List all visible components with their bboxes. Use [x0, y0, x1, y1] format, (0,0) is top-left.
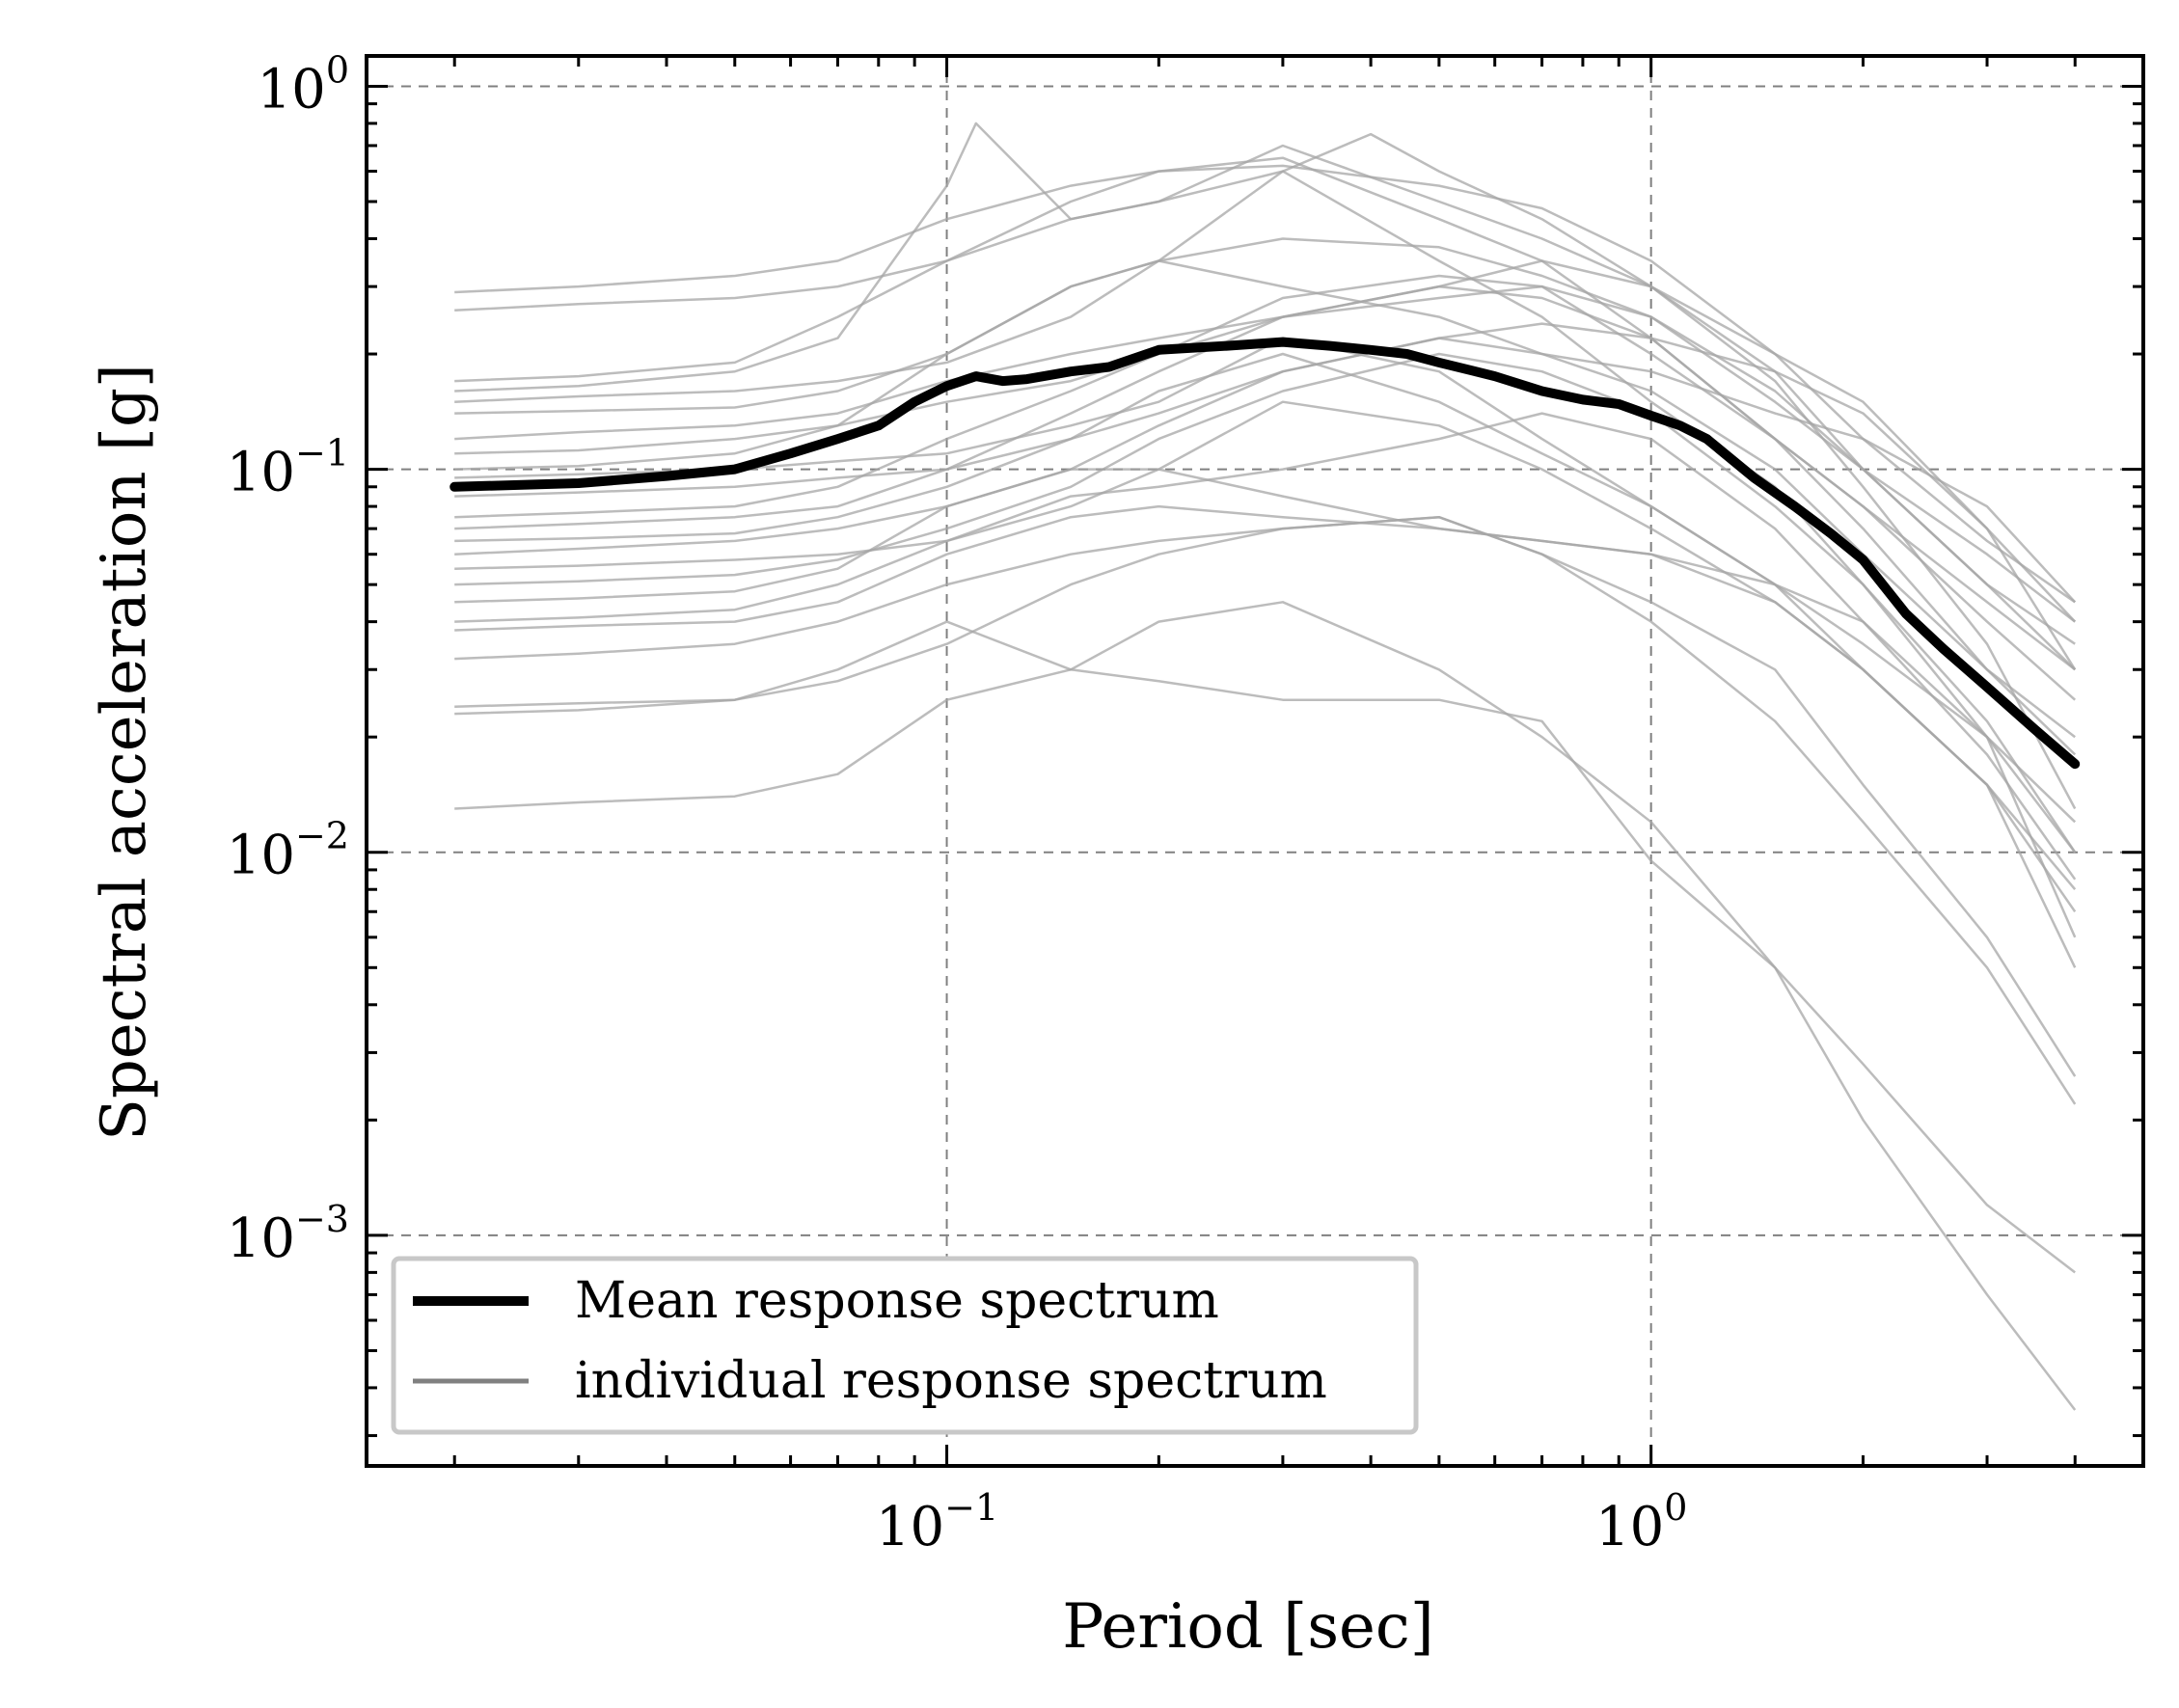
- individual-spectrum-line: [454, 620, 2076, 1274]
- x-tick-label-base: 10: [1595, 1496, 1664, 1559]
- y-tick-label-base: 10: [227, 825, 295, 887]
- y-tick-label-exponent: −2: [295, 815, 349, 857]
- x-tick-label: 10−1: [876, 1486, 998, 1559]
- y-tick-label: 10−3: [227, 1198, 349, 1270]
- plot-frame: [365, 54, 2145, 1468]
- individual-spectrum-line: [454, 156, 2076, 739]
- series-layer: [449, 122, 2081, 1411]
- individual-spectrum-line: [454, 601, 2077, 1411]
- individual-spectrum-line: [454, 144, 2076, 645]
- individual-spectrum-line: [454, 132, 2077, 810]
- individual-spectrum-line: [454, 322, 2077, 623]
- y-tick-label-base: 10: [258, 58, 326, 121]
- individual-spectrum-line: [454, 164, 2076, 604]
- individual-spectrum-line: [454, 504, 2077, 968]
- individual-spectrum-line: [454, 337, 2077, 756]
- x-tick-label: 100: [1595, 1486, 1687, 1559]
- legend-box: [391, 1256, 1419, 1435]
- y-tick-label: 10−1: [227, 432, 349, 504]
- y-tick-label-base: 10: [227, 442, 295, 504]
- y-tick-label: 10−2: [227, 815, 349, 887]
- y-tick-label-exponent: −1: [295, 432, 349, 474]
- individual-spectrum-line: [454, 412, 2077, 881]
- individual-spectrum-line: [454, 515, 2077, 1105]
- legend-layer: Mean response spectrum individual respon…: [391, 1256, 1419, 1435]
- x-tick-label-exponent: 0: [1664, 1486, 1687, 1529]
- individual-spectrum-line: [454, 352, 2077, 891]
- y-tick-label: 100: [258, 48, 349, 121]
- individual-spectrum-line: [454, 352, 2077, 854]
- grid-layer: [367, 56, 2143, 1466]
- individual-spectrum-line: [454, 468, 2077, 938]
- x-tick-label-base: 10: [876, 1496, 944, 1559]
- individual-spectrum-line: [454, 400, 2077, 913]
- y-tick-label-base: 10: [227, 1207, 295, 1270]
- individual-spectrum-line: [454, 259, 2077, 604]
- x-tick-label-exponent: −1: [944, 1486, 998, 1529]
- mean-spectrum-line: [449, 337, 2081, 770]
- individual-spectrum-line: [454, 122, 2077, 854]
- legend-mean-label: Mean response spectrum: [575, 1272, 1219, 1330]
- individual-spectrum-line: [454, 274, 2076, 671]
- x-axis-label: Period [sec]: [1062, 1591, 1433, 1663]
- y-axis-label: Spectral acceleration [g]: [89, 364, 160, 1141]
- y-tick-label-exponent: 0: [326, 48, 349, 91]
- individual-spectrum-line: [454, 237, 2077, 671]
- legend-individual-label: individual response spectrum: [575, 1352, 1327, 1410]
- individual-spectrum-line: [454, 285, 2076, 623]
- y-tick-label-exponent: −3: [295, 1198, 349, 1240]
